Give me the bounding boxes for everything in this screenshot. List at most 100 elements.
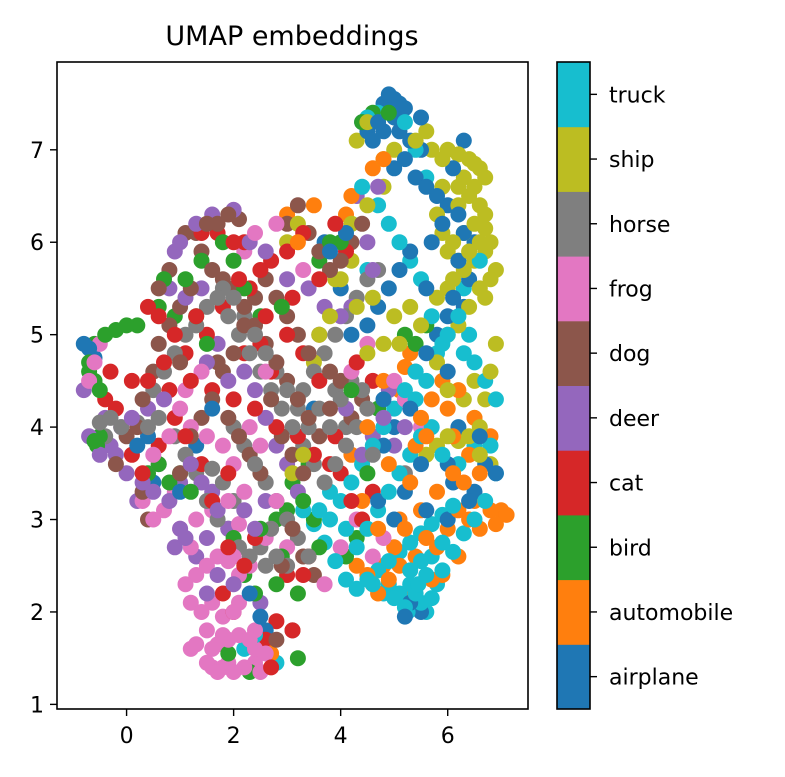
point-dog	[322, 262, 338, 278]
point-truck	[327, 553, 344, 570]
point-dog	[284, 520, 301, 537]
point-deer	[364, 262, 381, 278]
point-automobile	[498, 506, 515, 523]
point-dog	[332, 372, 349, 389]
colorbar-segment-automobile	[557, 579, 590, 645]
colorbar-label-horse: horse	[609, 213, 670, 238]
point-cat	[134, 465, 151, 482]
point-dog	[295, 465, 312, 482]
point-bird	[359, 465, 376, 482]
point-cat	[295, 567, 312, 583]
point-cat	[231, 271, 247, 288]
point-dog	[236, 298, 253, 315]
colorbar-label-frog: frog	[609, 277, 653, 302]
point-ship	[386, 141, 403, 158]
point-deer	[123, 409, 140, 426]
point-cat	[225, 391, 242, 408]
point-bird	[161, 474, 178, 491]
point-frog	[81, 372, 98, 389]
point-airplane	[418, 502, 435, 519]
point-cat	[279, 326, 296, 343]
point-airplane	[413, 456, 429, 473]
point-airplane	[450, 252, 467, 269]
point-airplane	[380, 86, 397, 103]
point-truck	[471, 252, 488, 269]
point-horse	[327, 326, 344, 343]
point-airplane	[445, 289, 462, 306]
point-frog	[268, 215, 285, 232]
point-bird	[182, 483, 199, 500]
point-truck	[423, 308, 440, 325]
point-automobile	[386, 539, 403, 556]
point-frog	[188, 636, 205, 653]
point-deer	[172, 234, 189, 251]
point-cat	[182, 372, 199, 389]
point-airplane	[391, 95, 408, 112]
point-deer	[193, 474, 210, 491]
point-ship	[434, 151, 451, 168]
point-airplane	[418, 345, 435, 362]
point-frog	[198, 622, 215, 639]
point-frog	[225, 664, 242, 680]
y-tick-label: 5	[30, 324, 44, 349]
point-airplane	[386, 160, 403, 177]
point-cat	[284, 289, 301, 306]
point-airplane	[445, 160, 462, 177]
point-ship	[407, 132, 424, 149]
colorbar-label-automobile: automobile	[609, 601, 733, 626]
point-horse	[338, 437, 354, 454]
point-cat	[156, 354, 172, 371]
point-automobile	[364, 160, 381, 177]
point-deer	[177, 530, 194, 546]
point-ship	[471, 234, 488, 251]
point-deer	[156, 391, 172, 408]
point-ship	[429, 354, 445, 371]
point-truck	[396, 382, 413, 399]
point-frog	[182, 594, 199, 611]
point-airplane	[455, 225, 472, 241]
point-horse	[113, 419, 130, 436]
point-frog	[145, 511, 162, 528]
point-bird	[268, 576, 285, 593]
point-cat	[252, 262, 269, 278]
point-dog	[220, 206, 237, 223]
point-airplane	[241, 585, 258, 602]
point-airplane	[429, 188, 445, 204]
point-ship	[439, 382, 456, 399]
point-dog	[263, 391, 280, 408]
point-deer	[209, 502, 226, 519]
point-automobile	[423, 391, 440, 408]
point-horse	[322, 419, 338, 436]
point-frog	[214, 627, 231, 644]
y-tick-label: 6	[30, 231, 44, 256]
point-truck	[396, 114, 413, 131]
point-cat	[311, 271, 328, 288]
point-truck	[322, 511, 338, 528]
point-ship	[295, 446, 312, 463]
point-ship	[359, 345, 376, 362]
point-truck	[434, 446, 451, 463]
point-airplane	[461, 493, 478, 509]
point-ship	[477, 169, 494, 186]
point-truck	[445, 543, 462, 560]
point-frog	[364, 548, 381, 565]
point-horse	[241, 345, 258, 362]
point-airplane	[423, 234, 440, 251]
point-airplane	[370, 114, 387, 131]
point-truck	[407, 363, 424, 380]
point-dog	[134, 391, 151, 408]
point-deer	[198, 530, 215, 546]
point-ship	[359, 197, 376, 214]
point-truck	[348, 539, 365, 556]
point-ship	[445, 234, 462, 251]
point-truck	[439, 326, 456, 343]
point-frog	[209, 548, 226, 565]
colorbar-segment-airplane	[557, 644, 590, 710]
point-horse	[247, 456, 263, 473]
point-automobile	[370, 520, 387, 537]
point-ship	[471, 446, 488, 463]
point-truck	[354, 178, 371, 195]
point-ship	[391, 335, 408, 352]
point-cat	[284, 622, 301, 639]
